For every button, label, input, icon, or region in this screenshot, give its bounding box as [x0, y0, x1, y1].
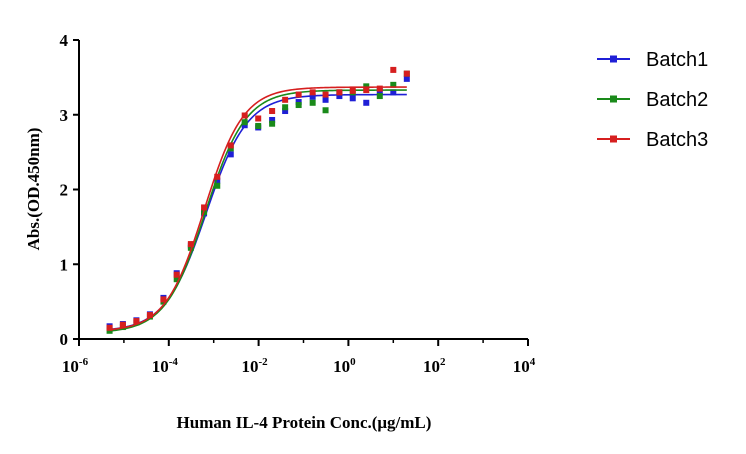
data-point [133, 318, 140, 325]
legend-marker [610, 55, 617, 63]
x-tick-label: 10-6 [62, 356, 89, 376]
x-tick-label: 10-4 [152, 356, 179, 376]
data-point [390, 66, 397, 73]
legend-label: Batch2 [646, 89, 708, 111]
data-point [282, 96, 289, 103]
fit-curve-batch3 [109, 86, 407, 331]
legend-label: Batch3 [646, 129, 708, 151]
series-batch2 [106, 70, 410, 334]
data-point [119, 321, 126, 328]
data-point [309, 93, 316, 100]
fit-curve-batch2 [109, 89, 407, 332]
data-point [187, 241, 194, 248]
data-point [214, 177, 221, 184]
series-batch1 [106, 75, 410, 331]
x-tick-label: 104 [513, 356, 536, 376]
data-point [295, 91, 302, 98]
data-point [336, 89, 343, 96]
data-point [363, 87, 370, 94]
data-point [282, 104, 289, 111]
data-point [255, 122, 262, 129]
data-point [376, 85, 383, 92]
data-point [282, 108, 289, 115]
data-point [201, 204, 208, 211]
data-point [322, 91, 329, 98]
axes: 0 1 2 3 4 10-6 10-4 10-2 100 102 104 [60, 31, 536, 376]
data-point [255, 115, 262, 122]
x-tick-label: 10-2 [242, 356, 269, 376]
legend-item-batch3: Batch3 [597, 129, 708, 151]
data-point [322, 96, 329, 103]
legend-item-batch1: Batch1 [597, 49, 708, 71]
plot-area [106, 66, 410, 334]
x-axis-title: Human IL-4 Protein Conc.(μg/mL) [177, 413, 432, 432]
data-point [309, 99, 316, 106]
data-point [227, 151, 234, 158]
legend-marker [610, 95, 617, 103]
data-point [160, 296, 167, 303]
legend: Batch1 Batch2 Batch3 [597, 49, 708, 151]
data-point [403, 70, 410, 77]
data-point [295, 102, 302, 109]
data-point [269, 108, 276, 115]
data-point [403, 75, 410, 82]
data-point [269, 116, 276, 123]
y-tick-label: 0 [60, 330, 69, 349]
legend-item-batch2: Batch2 [597, 89, 708, 111]
y-tick-label: 3 [60, 106, 69, 125]
data-point [390, 89, 397, 96]
data-point [349, 87, 356, 94]
data-point [322, 107, 329, 114]
x-tick-label: 100 [333, 356, 356, 376]
data-point [349, 95, 356, 102]
y-tick-label: 2 [60, 181, 69, 200]
data-point [309, 89, 316, 96]
data-point [241, 112, 248, 119]
data-point [106, 324, 113, 331]
data-point [363, 83, 370, 90]
y-axis-title: Abs.(OD.450nm) [24, 128, 43, 251]
data-point [269, 120, 276, 127]
data-point [173, 271, 180, 278]
data-point [173, 276, 180, 283]
data-point [227, 142, 234, 149]
data-point [363, 99, 370, 106]
y-tick-label: 1 [60, 255, 69, 274]
legend-label: Batch1 [646, 49, 708, 71]
legend-marker [610, 135, 617, 143]
data-point [146, 312, 153, 319]
data-point [390, 81, 397, 88]
data-point [376, 93, 383, 100]
x-tick-label: 102 [423, 356, 446, 376]
data-point [336, 93, 343, 100]
y-tick-label: 4 [60, 31, 69, 50]
data-point [241, 119, 248, 126]
data-point [214, 173, 221, 180]
data-point [214, 182, 221, 189]
series-batch3 [106, 66, 410, 331]
